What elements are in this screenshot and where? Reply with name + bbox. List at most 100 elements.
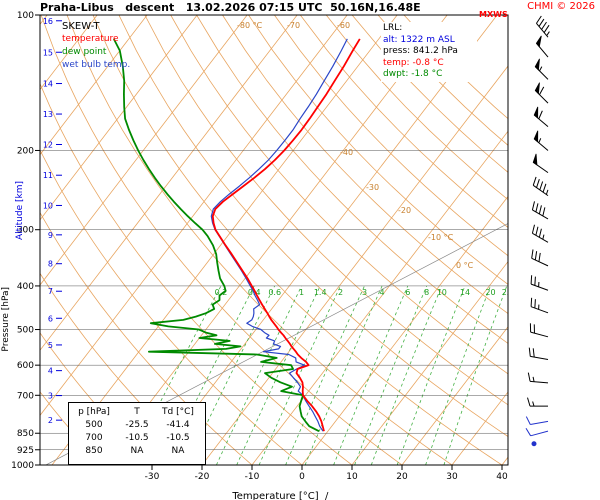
table-cell: 500 <box>85 420 103 430</box>
mixing-ratio-line <box>443 285 508 465</box>
altitude-tick-label: 12 <box>43 141 53 150</box>
table-cell: NA <box>171 446 185 456</box>
isotherm-value-label: -70 <box>287 21 300 30</box>
isotherm-line <box>501 456 508 465</box>
isotherm-line <box>301 195 508 465</box>
mixing-ratio-line <box>258 285 341 465</box>
dry-adiabat-line <box>196 15 508 344</box>
mixing-ratio-value-label: 3 <box>362 288 367 297</box>
table-row: 850 NA NA <box>69 445 205 458</box>
pressure-tick-label: 925 <box>17 446 34 456</box>
wind-barb <box>531 201 549 220</box>
max-wind-label: MXWS <box>479 10 508 19</box>
altitude-tick-label: 14 <box>43 80 53 89</box>
mixing-ratio-value-label: 20 <box>485 288 495 297</box>
calm-wind-marker <box>531 441 537 447</box>
isotherm-line <box>401 326 508 465</box>
table-header-cell: Td [°C] <box>162 407 194 417</box>
lrl-altitude: alt: 1322 m ASL <box>383 34 455 45</box>
altitude-tick-label: 16 <box>43 17 53 26</box>
altitude-tick-label: 13 <box>43 110 53 119</box>
legend-wet-bulb: wet bulb temp. <box>62 60 131 70</box>
mixing-ratio-line <box>236 285 321 465</box>
dry-adiabat-line <box>274 15 508 257</box>
temperature-tick-label: -30 <box>145 472 160 482</box>
wind-barb <box>531 249 549 267</box>
mixing-ratio-value-label: 1.4 <box>314 288 327 297</box>
mixing-ratio-value-label: 8 <box>424 288 429 297</box>
copyright-label: CHMI © 2026 <box>527 1 595 12</box>
table-cell: 850 <box>85 446 103 456</box>
dry-adiabat-line <box>222 15 508 315</box>
wind-barb <box>529 323 549 338</box>
altitude-tick-label: 10 <box>43 201 53 210</box>
altitude-tick-label: 2 <box>48 416 53 425</box>
altitude-tick-label: 11 <box>43 171 53 180</box>
temperature-tick-label: 40 <box>496 472 508 482</box>
mixing-ratio-value-label: 0.2 <box>215 288 228 297</box>
dry-adiabat-line <box>144 15 508 406</box>
mixing-ratio-line <box>354 285 428 465</box>
table-cell: -25.5 <box>125 420 149 430</box>
table-cell: 700 <box>85 433 103 443</box>
table-row: 500 -25.5 -41.4 <box>69 419 205 432</box>
pressure-tick-label: 200 <box>17 146 34 156</box>
pressure-axis-label: Pressure [hPa] <box>1 287 11 352</box>
wind-barb <box>531 224 549 243</box>
wind-barb <box>525 427 549 437</box>
dry-adiabat-line <box>299 15 508 228</box>
altitude-tick-label: 15 <box>43 48 53 57</box>
altitude-tick-label: 4 <box>48 367 53 376</box>
isotherm-value-label: -10 °C <box>428 233 454 242</box>
mixing-ratio-line <box>370 285 443 465</box>
altitude-tick-label: 8 <box>48 260 53 269</box>
table-header-cell: p [hPa] <box>78 407 110 417</box>
mixing-ratio-value-label: 14 <box>460 288 470 297</box>
dew-point-curve <box>112 38 320 433</box>
pressure-tick-label: 1000 <box>11 461 34 471</box>
wind-barb <box>533 106 549 127</box>
pressure-tick-label: 300 <box>17 226 34 236</box>
wind-barb <box>527 372 549 384</box>
wind-barb <box>536 15 550 38</box>
mixing-ratio-value-label: 1 <box>299 288 304 297</box>
lrl-pressure: press: 841.2 hPa <box>383 46 458 56</box>
mixing-ratio-value-label: 4 <box>380 288 385 297</box>
wind-barb <box>525 416 549 426</box>
pressure-tick-label: 700 <box>17 391 34 401</box>
wind-barb <box>527 397 548 407</box>
altitude-tick-label: 5 <box>48 341 53 350</box>
pressure-tick-label: 100 <box>17 11 34 21</box>
altitude-axis-label: Altitude [km] <box>15 181 25 241</box>
altitude-tick-label: 9 <box>48 231 53 240</box>
temperature-curve <box>211 38 361 432</box>
dry-adiabat-line <box>170 15 508 375</box>
isotherm-line <box>51 15 398 465</box>
temperature-tick-label: 10 <box>346 472 358 482</box>
isotherm-line <box>40 15 248 286</box>
isotherm-line <box>40 15 348 417</box>
wind-barb <box>530 275 549 291</box>
table-cell: NA <box>130 446 144 456</box>
wind-barb <box>532 176 549 197</box>
wet-bulb-curve <box>210 38 348 432</box>
isotherm-line <box>351 260 508 465</box>
pressure-tick-label: 850 <box>17 429 34 439</box>
lrl-title: LRL: <box>383 23 403 33</box>
legend-dew-point: dew point <box>62 47 107 57</box>
wind-barb <box>533 130 549 151</box>
x-axis-label: Temperature [°C] / Mixing ratio [g/kg] <box>40 480 508 500</box>
mixing-ratio-value-label: 25 <box>502 288 512 297</box>
isotherm-line <box>151 15 498 465</box>
temperature-tick-label: -10 <box>245 472 260 482</box>
temperature-tick-label: 0 <box>299 472 305 482</box>
isotherm-line <box>201 65 508 465</box>
isotherm-value-label: 0 °C <box>456 261 474 270</box>
altitude-tick-label: 7 <box>48 287 53 296</box>
isotherm-value-label: -30 <box>366 183 379 192</box>
pressure-tick-label: 600 <box>17 361 34 371</box>
wind-barb <box>528 347 549 361</box>
table-header-cell: T <box>134 407 140 417</box>
